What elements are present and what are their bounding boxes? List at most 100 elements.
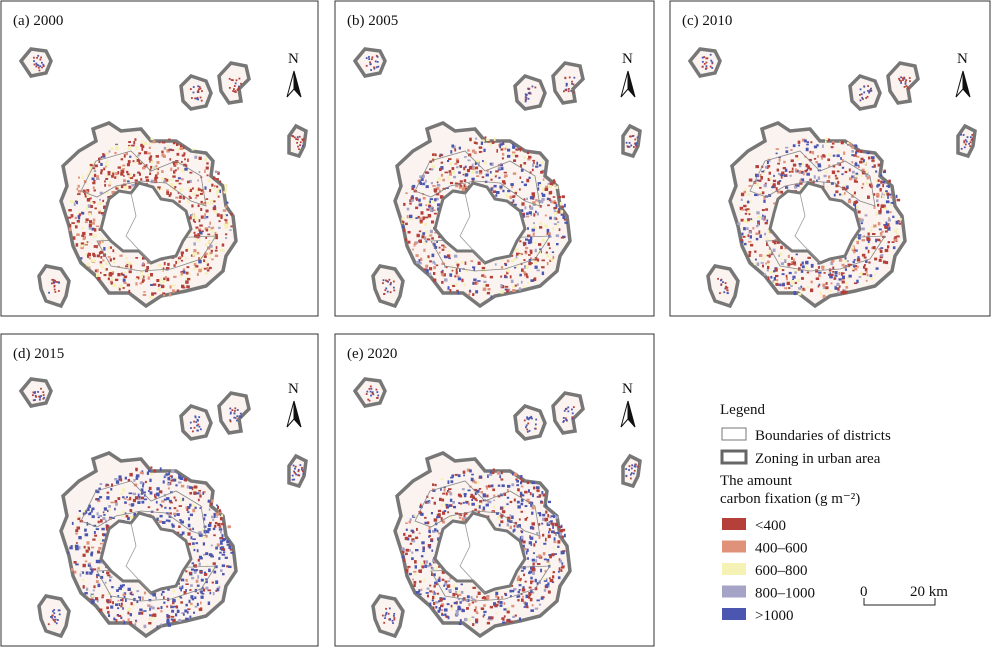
pixel	[555, 185, 559, 189]
pixel	[204, 272, 208, 275]
pixel	[450, 607, 453, 611]
pixel	[894, 229, 898, 233]
pixel	[431, 572, 433, 576]
pixel	[741, 209, 745, 211]
legend-label: >1000	[755, 608, 793, 624]
pixel	[438, 251, 441, 254]
pixel	[200, 207, 203, 212]
pixel	[840, 140, 844, 145]
pixel	[218, 557, 221, 560]
pixel	[542, 238, 545, 243]
pixel	[516, 252, 520, 256]
pixel	[76, 526, 81, 530]
pixel	[224, 184, 228, 188]
pixel	[552, 514, 555, 518]
pixel	[77, 546, 81, 550]
pixel	[35, 65, 38, 68]
pixel	[880, 247, 884, 249]
pixel	[805, 147, 809, 152]
pixel	[195, 421, 198, 424]
scale-bar: 0 20 km	[860, 584, 948, 606]
pixel	[455, 612, 459, 616]
pixel	[781, 269, 785, 272]
pixel	[107, 610, 110, 614]
pixel	[84, 528, 87, 532]
pixel	[191, 545, 196, 548]
pixel	[131, 593, 134, 596]
pixel	[120, 184, 124, 189]
pixel	[483, 161, 487, 165]
pixel	[553, 532, 557, 534]
pixel	[838, 285, 841, 288]
pixel	[234, 407, 237, 410]
pixel	[869, 274, 873, 278]
pixel	[500, 507, 504, 510]
pixel	[487, 598, 489, 601]
pixel	[80, 571, 83, 575]
pixel	[181, 612, 185, 615]
pixel	[452, 501, 455, 504]
pixel	[92, 222, 95, 225]
pixel	[406, 566, 410, 570]
pixel	[528, 565, 531, 568]
pixel	[150, 179, 154, 184]
pixel	[507, 154, 511, 158]
pixel	[887, 195, 889, 199]
pixel	[498, 176, 501, 179]
pixel	[748, 213, 751, 216]
pixel	[791, 167, 794, 171]
pixel	[495, 612, 498, 615]
pixel	[234, 410, 236, 412]
pixel	[180, 520, 184, 524]
pixel	[120, 158, 124, 161]
pixel	[855, 239, 859, 242]
pixel	[165, 512, 169, 515]
pixel	[773, 242, 777, 245]
pixel	[416, 233, 420, 238]
pixel	[144, 480, 147, 484]
pixel	[444, 582, 448, 586]
pixel	[124, 512, 127, 515]
pixel	[966, 136, 969, 139]
pixel	[896, 198, 901, 202]
pixel	[433, 272, 436, 275]
pixel	[137, 501, 141, 504]
pixel	[100, 256, 103, 259]
pixel	[240, 415, 242, 418]
pixel	[109, 258, 112, 262]
pixel	[192, 213, 195, 217]
pixel	[777, 162, 781, 165]
pixel	[875, 267, 879, 270]
pixel	[740, 192, 745, 197]
pixel	[900, 76, 903, 79]
pixel	[421, 235, 425, 239]
pixel	[216, 185, 219, 188]
pixel	[457, 607, 462, 611]
pixel	[186, 247, 190, 251]
pixel	[453, 254, 458, 258]
pixel	[236, 415, 239, 418]
pixel	[472, 586, 476, 589]
pixel	[436, 529, 439, 533]
pixel	[844, 188, 848, 191]
pixel	[773, 202, 777, 205]
pixel	[180, 259, 184, 262]
pixel	[496, 471, 500, 475]
pixel	[886, 192, 890, 196]
pixel	[434, 483, 437, 487]
pixel	[841, 166, 845, 169]
pixel	[67, 216, 72, 219]
pixel	[629, 477, 632, 480]
pixel	[467, 149, 470, 152]
pixel	[149, 607, 151, 611]
pixel	[522, 241, 526, 245]
pixel	[124, 271, 127, 275]
pixel	[172, 601, 175, 605]
pixel	[153, 292, 157, 295]
pixel	[161, 153, 165, 157]
pixel	[464, 517, 468, 520]
pixel	[82, 553, 86, 557]
pixel	[883, 169, 886, 172]
pixel	[482, 493, 486, 496]
pixel	[457, 264, 459, 268]
